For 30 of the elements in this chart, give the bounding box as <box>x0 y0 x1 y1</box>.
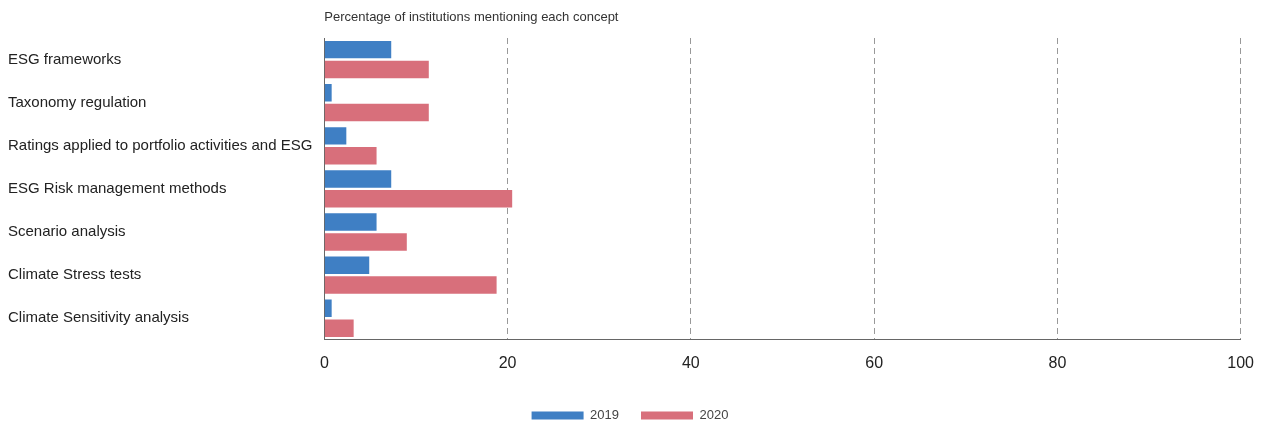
x-tick-label: 60 <box>865 353 884 371</box>
bar <box>324 127 347 145</box>
legend-label: 2020 <box>699 407 729 423</box>
y-tick-label: Ratings applied to portfolio activities and ESG <box>8 135 313 153</box>
y-tick-label: Climate Sensitivity analysis <box>8 308 189 326</box>
bar <box>324 170 392 188</box>
bar <box>324 190 513 208</box>
legend-label: 2019 <box>590 407 619 423</box>
bar <box>324 213 377 231</box>
y-tick-label: Taxonomy regulation <box>8 92 147 110</box>
x-tick-label: 0 <box>319 353 329 371</box>
x-tick-label: 20 <box>498 353 517 371</box>
bar <box>324 40 392 59</box>
bar <box>324 319 354 337</box>
bar <box>324 103 429 122</box>
bar <box>324 276 497 294</box>
bar <box>324 299 332 318</box>
x-tick-label: 40 <box>681 353 700 371</box>
x-tick-label: 80 <box>1048 353 1067 371</box>
chart-title: Percentage of institutions mentioning each concept <box>324 9 619 25</box>
x-tick-label: 100 <box>1227 353 1255 371</box>
bar <box>324 60 429 79</box>
y-tick-label: Scenario analysis <box>8 222 126 240</box>
bar <box>324 256 370 274</box>
y-tick-label: Climate Stress tests <box>8 265 142 283</box>
bar <box>324 146 377 165</box>
y-tick-label: ESG frameworks <box>8 49 122 67</box>
bar <box>324 233 407 251</box>
y-tick-label: ESG Risk management methods <box>8 179 227 197</box>
bar <box>324 84 332 102</box>
